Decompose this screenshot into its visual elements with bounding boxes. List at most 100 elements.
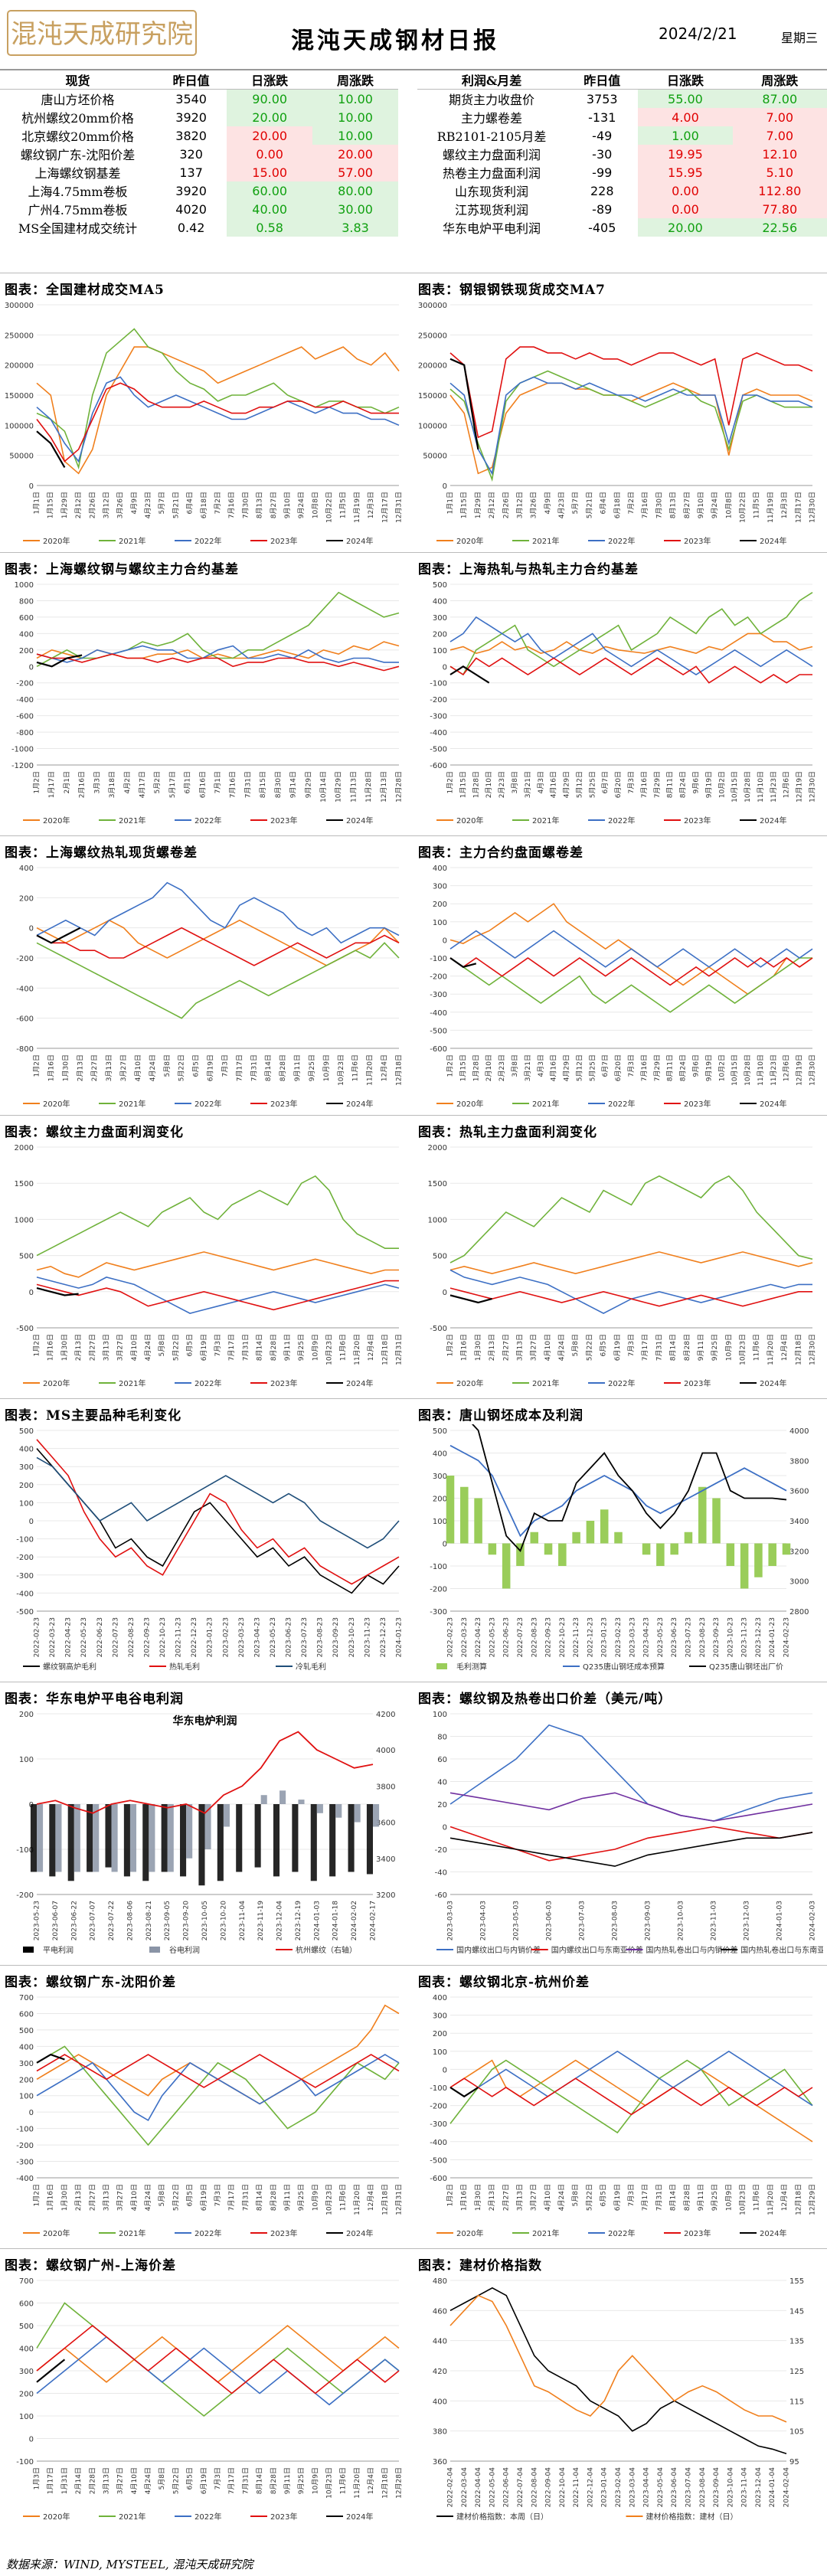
y-tick-label: 100: [433, 1518, 447, 1526]
x-tick-label: 2022-02-23: [34, 1617, 41, 1657]
x-tick-label: 8月24日: [679, 1054, 688, 1081]
x-tick-label: 5月22日: [172, 2467, 180, 2494]
legend-label: 2021年: [119, 536, 145, 546]
x-tick-label: 2023-03-23: [629, 1617, 636, 1657]
x-tick-label: 2023-08-23: [699, 1617, 707, 1657]
row-name: RB2101-2105月差: [436, 129, 547, 144]
y-tick-label: 200: [19, 894, 34, 903]
x-tick-label: 3月3日: [93, 771, 101, 793]
x-tick-label: 7月17日: [227, 2467, 236, 2494]
y-tick-label: -200: [430, 696, 447, 704]
x-tick-label: 2023-07-23: [301, 1617, 309, 1657]
x-tick-label: 5月17日: [168, 771, 177, 798]
x-tick-label: 2024-01-04: [769, 2467, 776, 2508]
x-tick-label: 4月2日: [123, 771, 132, 793]
logo-icon: 混沌天成研究院: [7, 10, 197, 56]
legend-label: 2020年: [43, 1099, 70, 1109]
legend-label: 建材价格指数：本周（日）: [456, 2512, 548, 2522]
x-tick-label: 12月3日: [780, 492, 789, 518]
x-tick-label: 6月20日: [614, 771, 623, 798]
x-tick-label: 2023-12-23: [380, 1617, 387, 1657]
x-tick-label: 2022-11-23: [175, 1617, 183, 1657]
x-tick-label: 2023-06-22: [70, 1901, 78, 1940]
series-line: [449, 2287, 787, 2454]
x-tick-label: 2023-05-23: [270, 1617, 277, 1657]
y-tick-label: 600: [19, 2010, 34, 2019]
x-tick-label: 2023-08-04: [699, 2467, 707, 2508]
x-tick-label: 2月14日: [74, 2467, 83, 2494]
x-tick-label: 6月19日: [207, 1054, 215, 1081]
series-line: [36, 645, 399, 663]
legend-label: 毛利测算: [456, 1662, 487, 1672]
series-line: [449, 616, 813, 675]
x-tick-label: 6月5日: [600, 1334, 608, 1356]
x-tick-label: 5月7日: [571, 492, 580, 514]
legend-label: 2021年: [119, 1378, 145, 1388]
profit-table: 利润&月差 昨日值 日涨跌 周涨跌 期货主力收盘价 3753 55.00 87.00 主…: [417, 70, 827, 237]
row-divider: [0, 2248, 827, 2249]
x-tick-label: 12月31日: [395, 2184, 404, 2215]
series-line: [36, 1287, 79, 1296]
chart-svg: 7006005004003002001000-100-200-300-4001月…: [16, 1994, 404, 2238]
x-tick-label: 11月10日: [757, 1054, 765, 1086]
y-tick-label: 420: [433, 2368, 447, 2376]
x-tick-label: 3月8日: [511, 771, 519, 793]
y-tick-label: 400: [433, 1994, 447, 2002]
x-tick-label: 2023-12-03: [744, 1901, 751, 1940]
x-tick-label: 6月7日: [601, 771, 610, 793]
x-tick-label: 2023-11-23: [364, 1617, 371, 1657]
chart-title: 图表：螺纹钢广州-上海价差: [5, 2258, 177, 2274]
y-tick-label: -100: [430, 680, 447, 688]
x-tick-label: 2022-06-04: [503, 2467, 511, 2508]
series-line: [449, 1287, 812, 1307]
x-tick-label: 2月13日: [74, 2184, 83, 2211]
row-name: MS全国建材成交统计: [18, 221, 138, 236]
peak-bar: [30, 1804, 37, 1872]
x-tick-label: 2023-07-07: [90, 1901, 97, 1940]
x-tick-label: 2月12日: [74, 492, 83, 518]
x-tick-label: 8月28日: [270, 1334, 278, 1361]
legend-label: 2023年: [684, 2228, 711, 2238]
profit-bar: [754, 1543, 763, 1577]
x-tick-label: 12月18日: [381, 1334, 389, 1365]
y-tick-label: -400: [16, 696, 34, 704]
row-week-change: 12.10: [732, 145, 827, 163]
y-tick-label: 100: [433, 2048, 447, 2057]
row-name: 山东现货利润: [455, 185, 529, 199]
x-tick-label: 10月23日: [739, 1334, 747, 1365]
x-tick-label: 2023-12-23: [755, 1617, 763, 1657]
table-row: MS全国建材成交统计 0.42 0.58 3.83: [0, 218, 398, 237]
valley-bar: [74, 1804, 80, 1872]
x-tick-label: 2022-12-04: [587, 2467, 594, 2508]
series-line: [449, 382, 813, 475]
x-tick-label: 3月27日: [119, 1054, 128, 1081]
x-tick-label: 11月20日: [366, 1054, 374, 1086]
x-tick-label: 7月3日: [627, 1334, 636, 1356]
legend-label: 2023年: [684, 816, 711, 825]
x-tick-label: 1月15日: [459, 771, 467, 798]
legend-label: 2024年: [760, 1099, 786, 1109]
x-tick-label: 6月4日: [600, 492, 608, 514]
x-tick-label: 2024-01-03: [776, 1901, 784, 1940]
x-tick-label: 4月10日: [544, 2184, 552, 2211]
row-week-change: 57.00: [312, 163, 398, 181]
y2-tick-label: 125: [789, 2368, 804, 2376]
y2-tick-label: 2800: [789, 1608, 809, 1617]
y-tick-label: 400: [19, 2346, 34, 2354]
x-tick-label: 10月29日: [335, 771, 343, 803]
y-tick-label: 20: [437, 1801, 447, 1809]
legend-label: 2023年: [270, 2512, 297, 2522]
row-value: 3753: [586, 91, 618, 106]
y-tick-label: 400: [433, 865, 447, 873]
y-tick-label: 100: [19, 2093, 34, 2101]
valley-bar: [129, 1804, 137, 1872]
y-tick-label: 300000: [5, 302, 34, 310]
series-line: [449, 2050, 813, 2107]
y-tick-label: 200: [433, 901, 447, 909]
x-tick-label: 10月23日: [325, 2467, 334, 2499]
x-tick-label: 12月31日: [395, 1334, 404, 1365]
x-tick-label: 10月8日: [724, 492, 733, 518]
legend-label: 2022年: [608, 1378, 635, 1388]
row-day-change: 60.00: [227, 181, 313, 200]
